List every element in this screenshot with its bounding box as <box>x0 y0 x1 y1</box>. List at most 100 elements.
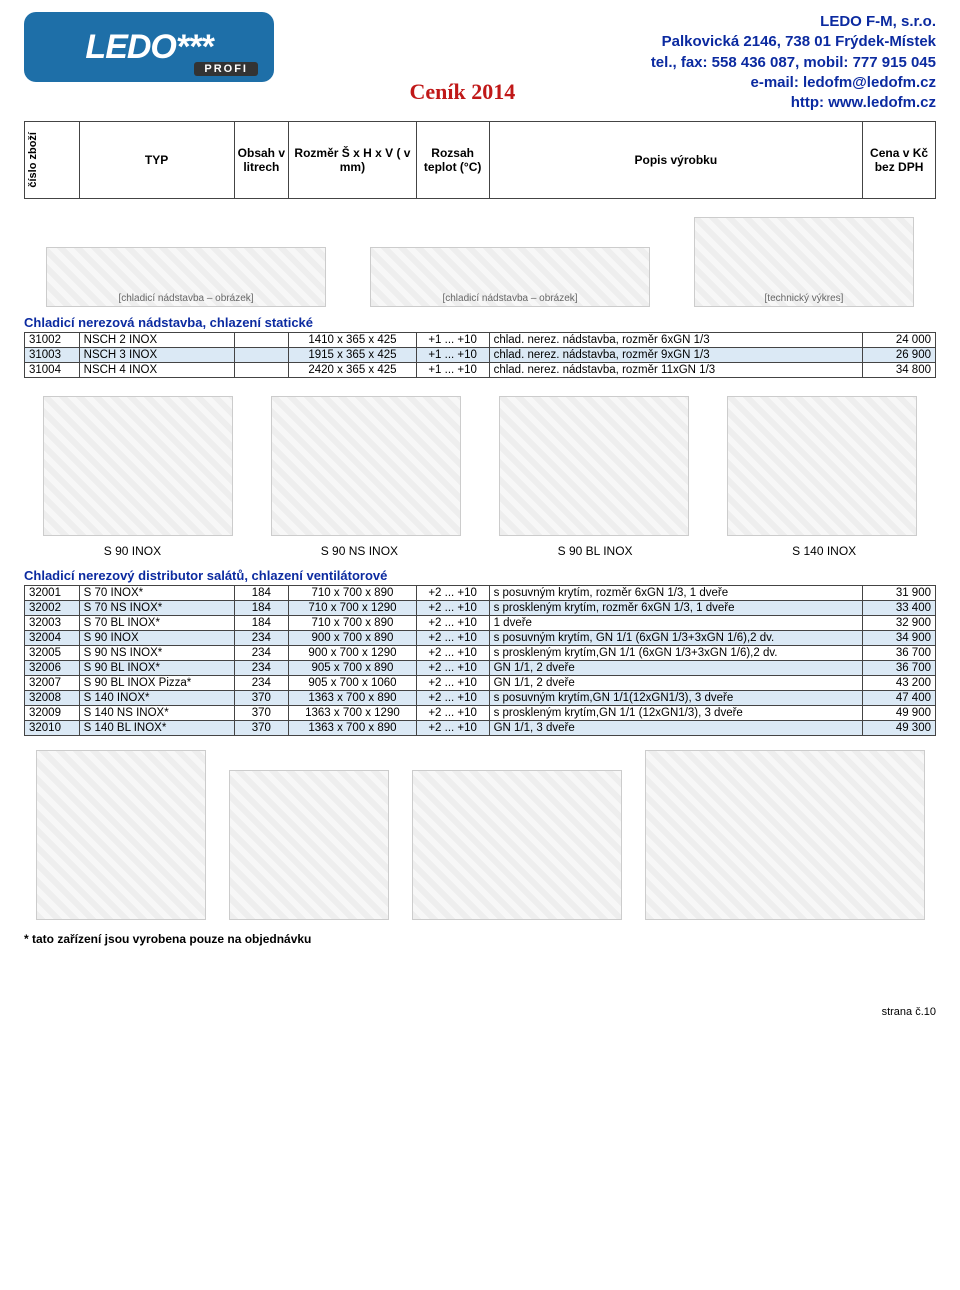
cell: 32007 <box>25 675 80 690</box>
cell: 1363 x 700 x 890 <box>289 720 417 735</box>
table-row: 31003NSCH 3 INOX 1915 x 365 x 425+1 ... +… <box>25 347 936 362</box>
cell: S 90 INOX <box>79 630 234 645</box>
table-row: 31004NSCH 4 INOX2420 x 365 x 425+1 ... +… <box>25 362 936 377</box>
cell: 49 300 <box>863 720 936 735</box>
cell: 905 x 700 x 1060 <box>289 675 417 690</box>
column-header-table: číslo zboží TYP Obsah v litrech Rozměr Š… <box>24 121 936 199</box>
col-temp-header: Rozsah teplot (°C) <box>416 122 489 199</box>
cell: +2 ... +10 <box>416 600 489 615</box>
image-captions: S 90 INOX S 90 NS INOX S 90 BL INOX S 14… <box>24 544 936 558</box>
footnote: * tato zařízení jsou vyrobena pouze na o… <box>24 932 936 946</box>
cell: s posuvným krytím, GN 1/1 (6xGN 1/3+3xGN… <box>489 630 863 645</box>
cell: 32005 <box>25 645 80 660</box>
cell: 370 <box>234 690 289 705</box>
company-info: LEDO F-M, s.r.o. Palkovická 2146, 738 01… <box>651 12 936 113</box>
cell: 31 900 <box>863 585 936 600</box>
bottom-image-row <box>24 750 936 920</box>
cell: 31003 <box>25 347 80 362</box>
product-image <box>43 396 233 536</box>
section1-table: 31002NSCH 2 INOX 1410 x 365 x 425+1 ... +… <box>24 332 936 378</box>
cell: 1410 x 365 x 425 <box>289 332 417 347</box>
cell: 1363 x 700 x 1290 <box>289 705 417 720</box>
col-price-header: Cena v Kč bez DPH <box>863 122 936 199</box>
cell: +1 ... +10 <box>416 347 489 362</box>
cell: s proskleným krytím,GN 1/1 (6xGN 1/3+3xG… <box>489 645 863 660</box>
cell: 184 <box>234 600 289 615</box>
cell: 32006 <box>25 660 80 675</box>
cell: 184 <box>234 615 289 630</box>
technical-drawing <box>645 750 925 920</box>
cell: 32008 <box>25 690 80 705</box>
table-row: 31002NSCH 2 INOX 1410 x 365 x 425+1 ... +… <box>25 332 936 347</box>
cell: chlad. nerez. nádstavba, rozměr 11xGN 1/… <box>489 362 863 377</box>
technical-drawing: [technický výkres] <box>694 217 914 307</box>
cell: +2 ... +10 <box>416 630 489 645</box>
table-row: 32004S 90 INOX234900 x 700 x 890+2 ... +… <box>25 630 936 645</box>
cell: 234 <box>234 660 289 675</box>
logo-text: LEDO*** <box>85 28 212 67</box>
company-web: http: www.ledofm.cz <box>651 93 936 113</box>
technical-drawing <box>229 770 389 920</box>
cell: 370 <box>234 705 289 720</box>
cell: S 140 BL INOX* <box>79 720 234 735</box>
cell: 49 900 <box>863 705 936 720</box>
cell: 32002 <box>25 600 80 615</box>
cell: 32 900 <box>863 615 936 630</box>
caption: S 90 INOX <box>104 544 161 558</box>
page-number: strana č.10 <box>24 1006 936 1018</box>
table-row: 32009S 140 NS INOX*3701363 x 700 x 1290+… <box>25 705 936 720</box>
cell: +1 ... +10 <box>416 332 489 347</box>
cell: +2 ... +10 <box>416 675 489 690</box>
cell: GN 1/1, 3 dveře <box>489 720 863 735</box>
caption: S 90 BL INOX <box>558 544 633 558</box>
cell: S 90 BL INOX Pizza* <box>79 675 234 690</box>
cell: +2 ... +10 <box>416 615 489 630</box>
cell: s proskleným krytím,GN 1/1 (12xGN1/3), 3… <box>489 705 863 720</box>
page-header: LEDO*** PROFI Ceník 2014 LEDO F-M, s.r.o… <box>24 12 936 113</box>
company-name: LEDO F-M, s.r.o. <box>651 12 936 32</box>
cell: 31002 <box>25 332 80 347</box>
cell: +2 ... +10 <box>416 720 489 735</box>
middle-image-row <box>24 396 936 536</box>
product-image <box>727 396 917 536</box>
cell: 234 <box>234 645 289 660</box>
cell: 900 x 700 x 890 <box>289 630 417 645</box>
top-image-row: [chladicí nádstavba – obrázek] [chladicí… <box>24 217 936 307</box>
cell: S 140 NS INOX* <box>79 705 234 720</box>
table-row: 32006S 90 BL INOX*234905 x 700 x 890+2 .… <box>25 660 936 675</box>
cell: S 70 INOX* <box>79 585 234 600</box>
cell: S 90 BL INOX* <box>79 660 234 675</box>
cell <box>234 347 289 362</box>
technical-drawing <box>412 770 622 920</box>
cell: NSCH 3 INOX <box>79 347 234 362</box>
cell: 184 <box>234 585 289 600</box>
cell: s posuvným krytím, rozměr 6xGN 1/3, 1 dv… <box>489 585 863 600</box>
logo-block: LEDO*** PROFI <box>24 12 274 82</box>
company-email: e-mail: ledofm@ledofm.cz <box>651 73 936 93</box>
table-row: 32003S 70 BL INOX*184710 x 700 x 890+2 .… <box>25 615 936 630</box>
cell: GN 1/1, 2 dveře <box>489 675 863 690</box>
technical-drawing <box>36 750 206 920</box>
cell: 1 dveře <box>489 615 863 630</box>
cell: 1915 x 365 x 425 <box>289 347 417 362</box>
cell: 234 <box>234 630 289 645</box>
cell: 32010 <box>25 720 80 735</box>
table-row: 32002S 70 NS INOX*184710 x 700 x 1290+2 … <box>25 600 936 615</box>
cell: 32001 <box>25 585 80 600</box>
caption: S 140 INOX <box>792 544 856 558</box>
cell: +2 ... +10 <box>416 705 489 720</box>
section2-table: 32001S 70 INOX*184710 x 700 x 890+2 ... … <box>24 585 936 736</box>
cell: 710 x 700 x 1290 <box>289 600 417 615</box>
cell: 900 x 700 x 1290 <box>289 645 417 660</box>
logo-subtext: PROFI <box>194 62 258 76</box>
section-title: Chladicí nerezová nádstavba, chlazení st… <box>24 315 936 330</box>
company-address: Palkovická 2146, 738 01 Frýdek-Místek <box>651 32 936 52</box>
document-title: Ceník 2014 <box>410 79 516 105</box>
cell: 24 000 <box>863 332 936 347</box>
cell: NSCH 2 INOX <box>79 332 234 347</box>
cell: 905 x 700 x 890 <box>289 660 417 675</box>
cell: GN 1/1, 2 dveře <box>489 660 863 675</box>
section-title: Chladicí nerezový distributor salátů, ch… <box>24 568 936 583</box>
cell: 32003 <box>25 615 80 630</box>
cell: 370 <box>234 720 289 735</box>
